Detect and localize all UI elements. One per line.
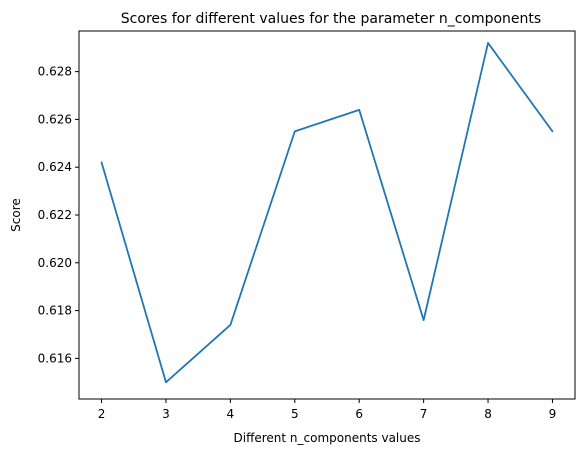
y-tick-label: 0.622 [38, 208, 72, 222]
x-tick-label: 2 [98, 407, 106, 421]
y-tick-label: 0.626 [38, 112, 72, 126]
y-tick-label: 0.618 [38, 304, 72, 318]
x-axis-label: Different n_components values [234, 431, 421, 445]
chart-title: Scores for different values for the para… [121, 11, 541, 27]
x-axis-ticks: 2 3 4 5 6 7 8 9 [98, 399, 557, 421]
x-tick-label: 6 [355, 407, 363, 421]
y-tick-label: 0.616 [38, 351, 72, 365]
x-tick-label: 8 [484, 407, 492, 421]
x-tick-label: 9 [549, 407, 557, 421]
y-tick-label: 0.628 [38, 65, 72, 79]
y-axis-label: Score [9, 198, 23, 232]
y-tick-label: 0.620 [38, 256, 72, 270]
y-tick-label: 0.624 [38, 160, 72, 174]
x-tick-label: 4 [227, 407, 235, 421]
plot-area-frame [78, 30, 576, 400]
score-series-line [100, 42, 554, 384]
x-tick-label: 7 [420, 407, 428, 421]
x-tick-label: 3 [162, 407, 170, 421]
y-axis-ticks: 0.616 0.618 0.620 0.622 0.624 0.626 0.628 [38, 65, 79, 365]
x-tick-label: 5 [291, 407, 299, 421]
